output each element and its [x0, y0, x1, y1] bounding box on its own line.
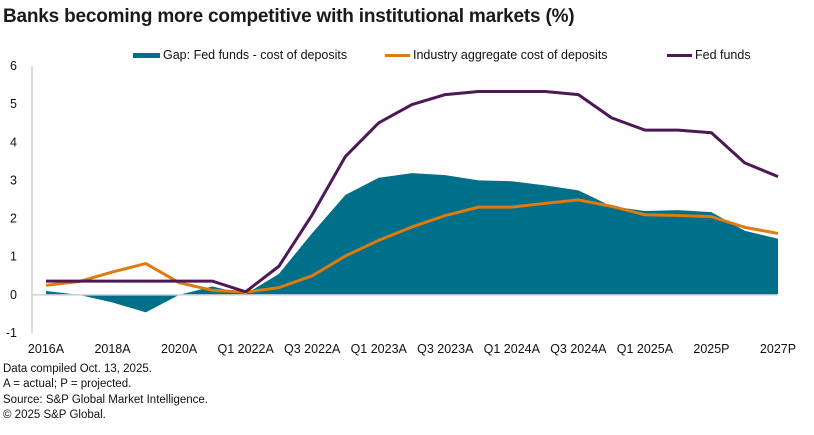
- legend-swatch-gap: [133, 52, 160, 58]
- y-tick-label: 2: [10, 212, 17, 226]
- legend-label-deposits: Industry aggregate cost of deposits: [413, 48, 608, 62]
- x-tick-label: Q3 2023A: [417, 342, 474, 356]
- note-data-compiled: Data compiled Oct. 13, 2025.: [3, 363, 152, 375]
- x-tick-label: Q3 2024A: [550, 342, 607, 356]
- footnotes: Data compiled Oct. 13, 2025. A = actual;…: [3, 362, 208, 424]
- legend-item-fed-funds: Fed funds: [667, 48, 751, 62]
- x-tick-label: Q1 2023A: [351, 342, 408, 356]
- x-tick-label: Q1 2022A: [217, 342, 274, 356]
- note-legend-key: A = actual; P = projected.: [3, 378, 132, 391]
- legend-swatch-fed-funds: [667, 53, 692, 57]
- y-tick-label: 4: [10, 135, 17, 149]
- x-tick-label: Q1 2025A: [617, 342, 674, 356]
- x-tick-label: Q1 2024A: [484, 342, 541, 356]
- legend-label-fed-funds: Fed funds: [695, 48, 751, 62]
- note-source: Source: S&P Global Market Intelligence.: [3, 393, 208, 406]
- chart-plot: -1 0 1 2 3 4 5 6 2016A 2018A 2020A Q1 2022A Q3 2022A…: [6, 59, 796, 356]
- x-tick-label: 2025P: [693, 342, 729, 356]
- x-tick-label: 2018A: [94, 342, 131, 356]
- legend-swatch-deposits: [385, 53, 410, 57]
- y-tick-label: 0: [10, 288, 17, 302]
- x-tick-label: 2016A: [28, 342, 65, 356]
- y-tick-label: -1: [6, 326, 17, 340]
- x-tick-label: 2020A: [161, 342, 198, 356]
- x-tick-label: Q3 2022A: [284, 342, 341, 356]
- note-copyright: © 2025 S&P Global.: [3, 409, 106, 422]
- y-tick-label: 6: [10, 59, 17, 73]
- legend-item-deposits: Industry aggregate cost of deposits: [385, 48, 667, 62]
- y-tick-label: 3: [10, 173, 17, 187]
- legend-item-gap: Gap: Fed funds - cost of deposits: [133, 48, 385, 62]
- gap-area: [46, 173, 778, 313]
- chart-legend: Gap: Fed funds - cost of deposits Indust…: [133, 46, 751, 64]
- y-tick-label: 1: [10, 250, 17, 264]
- y-tick-label: 5: [10, 97, 17, 111]
- x-tick-label: 2027P: [760, 342, 796, 356]
- legend-label-gap: Gap: Fed funds - cost of deposits: [163, 48, 348, 62]
- chart-title: Banks becoming more competitive with ins…: [3, 6, 575, 27]
